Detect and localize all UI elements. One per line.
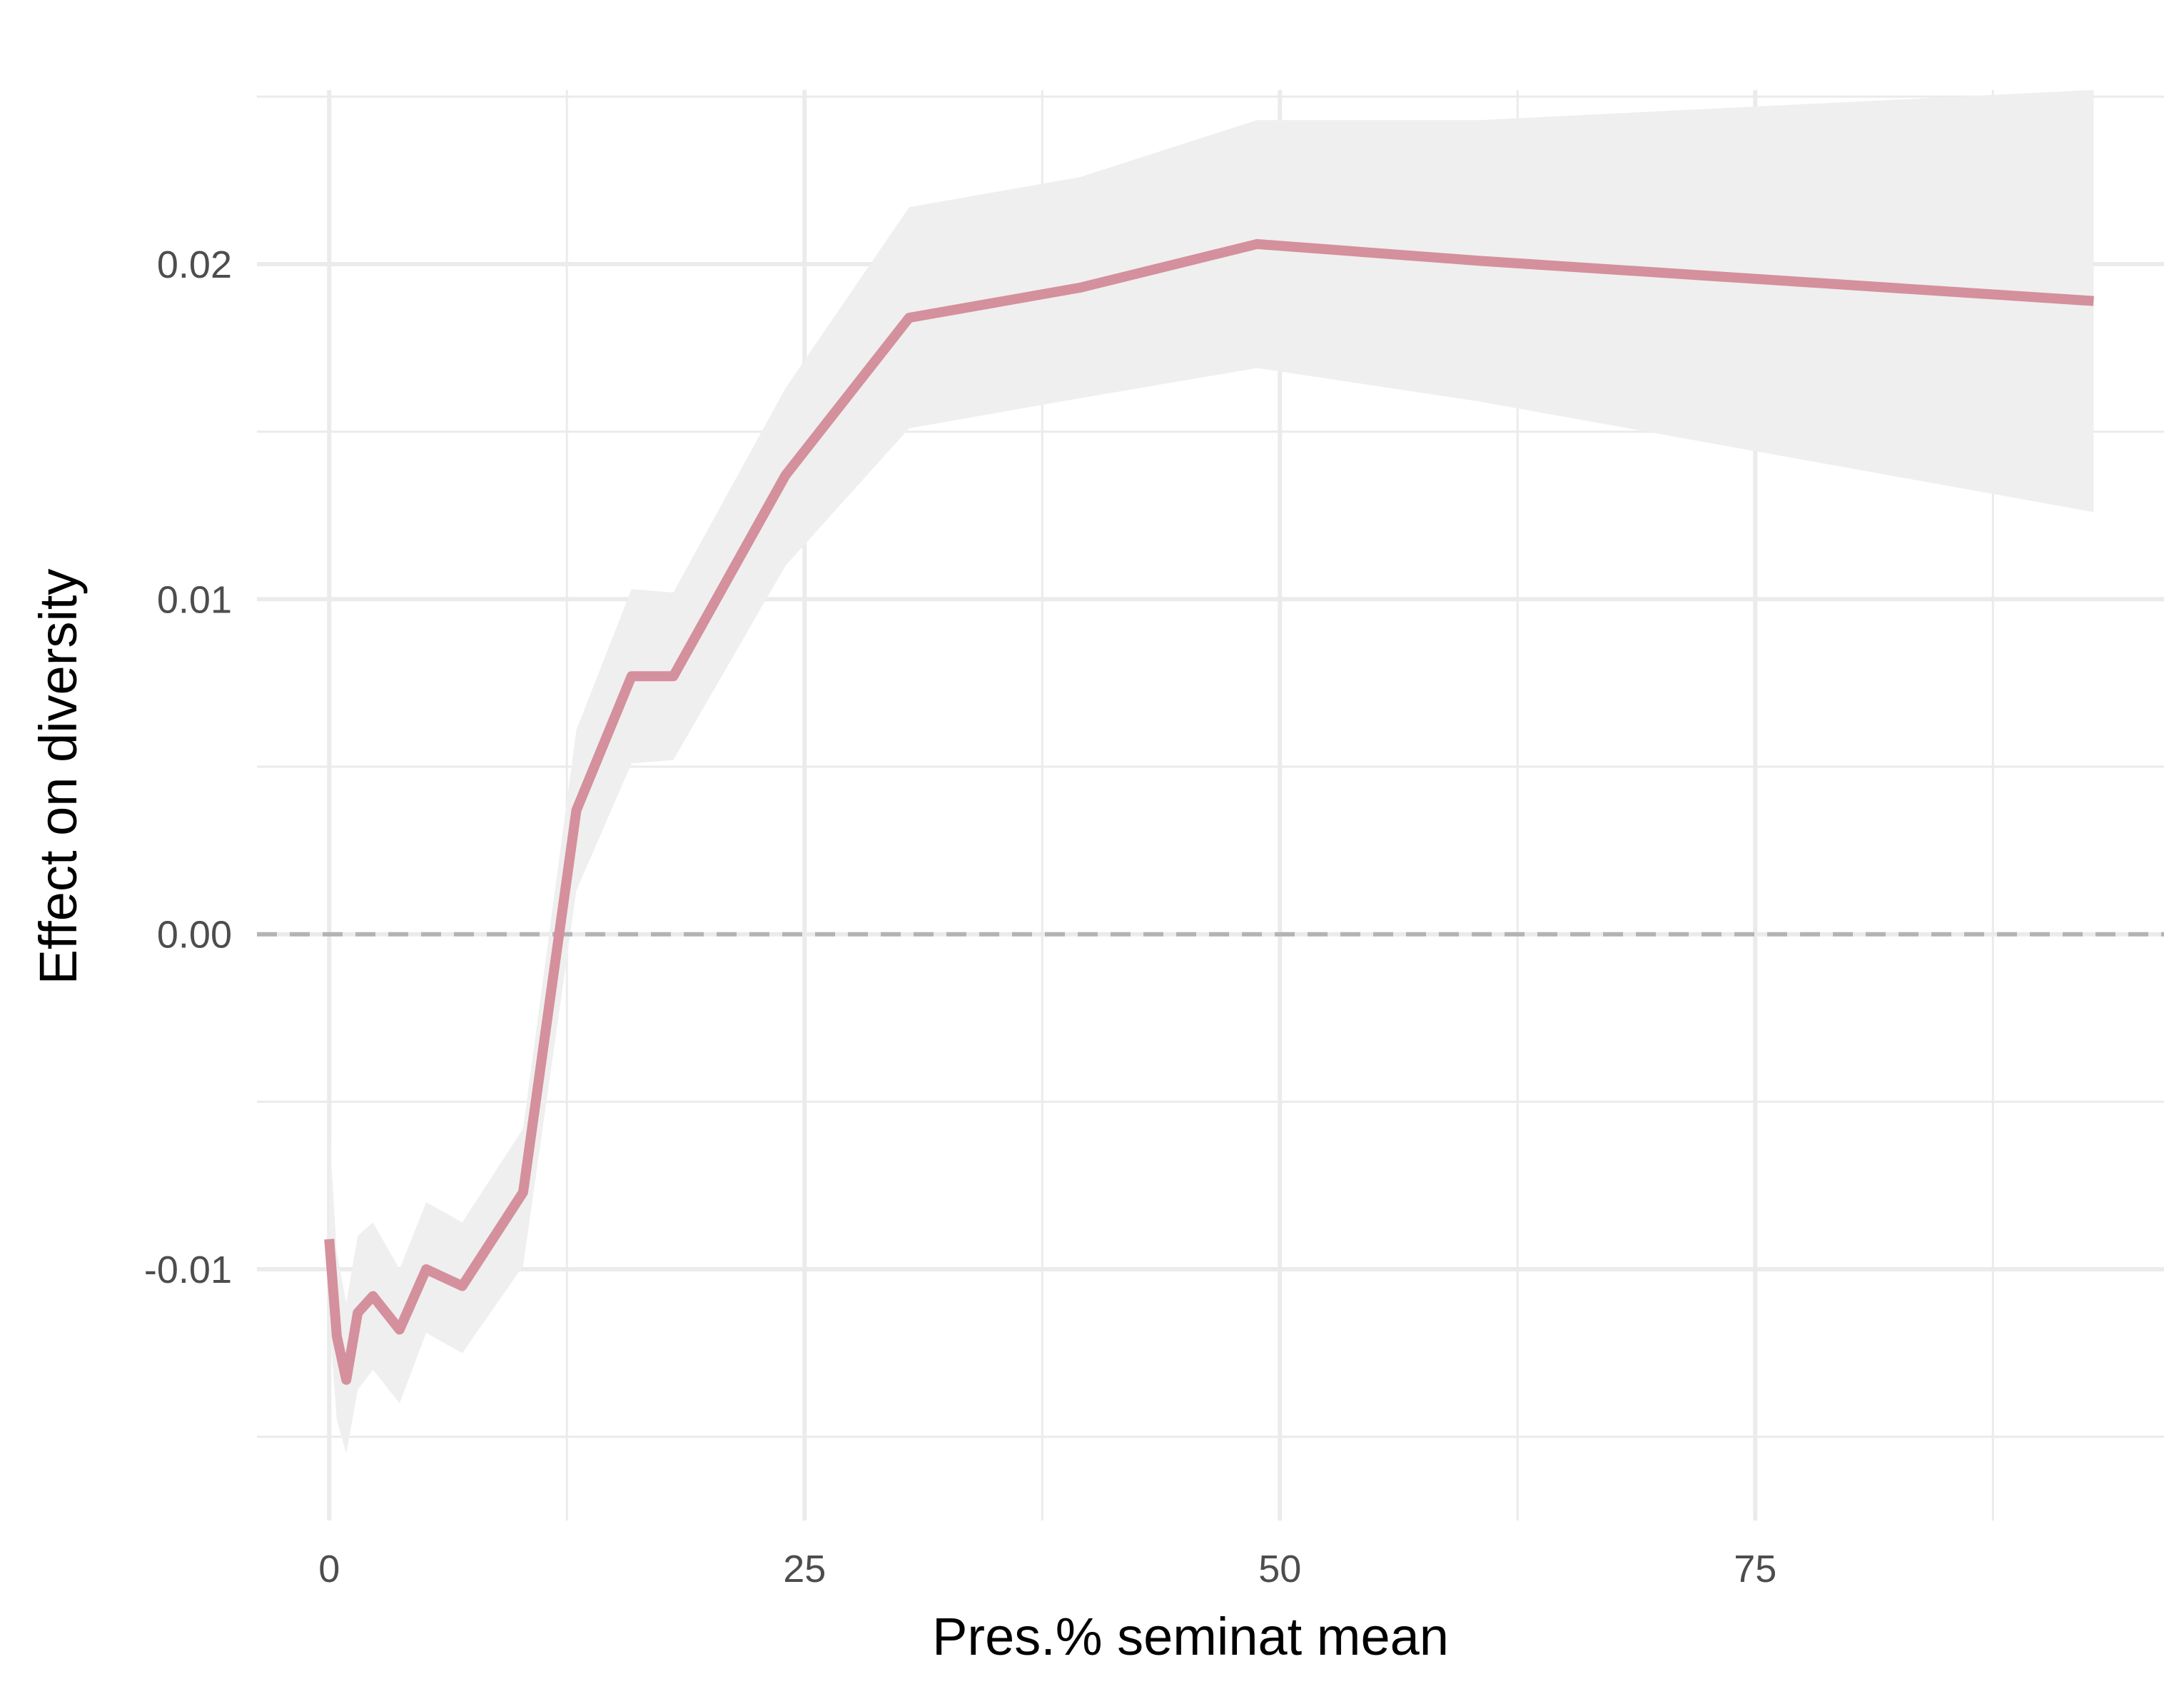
x-tick-label: 25: [783, 1548, 826, 1590]
y-tick-label: 0.01: [157, 578, 232, 621]
effect-line-layer: [324, 238, 2094, 1385]
y-tick-label: -0.01: [144, 1249, 232, 1291]
y-tick-label: 0.00: [157, 914, 232, 957]
x-tick-label: 75: [1734, 1548, 1776, 1590]
confidence-ribbon: [329, 90, 2094, 1454]
x-tick-labels: 0 25 50 75: [318, 1548, 1776, 1590]
x-tick-label: 50: [1258, 1548, 1301, 1590]
y-axis-title: Effect on diversity: [29, 569, 88, 985]
x-tick-label: 0: [318, 1548, 340, 1590]
effect-line: [324, 238, 2094, 1385]
x-axis-title: Pres.% seminat mean: [932, 1607, 1449, 1666]
y-tick-labels: -0.01 0.00 0.01 0.02: [144, 243, 232, 1291]
confidence-ribbon-layer: [329, 90, 2094, 1454]
y-tick-label: 0.02: [157, 243, 232, 286]
